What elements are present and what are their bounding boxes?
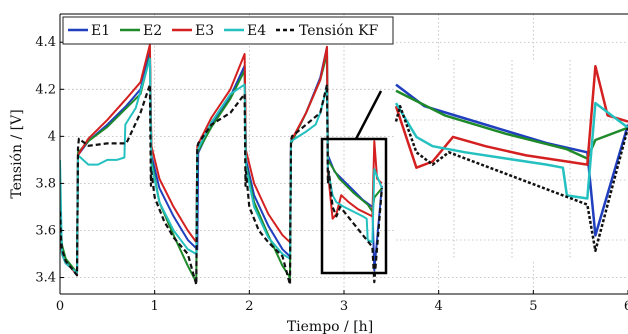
x-ticks: 0 1 2 3 4 5 6 [56, 290, 628, 314]
legend-item-kf: Tensión KF [276, 23, 379, 39]
series-line-e4 [60, 57, 383, 274]
legend-label-kf: Tensión KF [299, 23, 379, 39]
inset-series-line-tensi-n-kf [394, 104, 628, 253]
x-tick-label: 4 [435, 299, 443, 314]
inset-series-line-e4 [394, 101, 628, 200]
x-tick-label: 3 [340, 299, 348, 314]
x-tick-label: 1 [151, 299, 159, 314]
y-tick-label: 3.4 [35, 271, 56, 286]
y-tick-label: 4 [48, 129, 56, 144]
series-group [60, 43, 383, 286]
x-tick-label: 5 [529, 299, 537, 314]
legend: E1 E2 E3 E4 Tensión KF [62, 16, 394, 45]
x-axis-label: Tiempo / [h] [287, 319, 373, 334]
series-line-tensi-n-kf [60, 83, 383, 286]
y-tick-label: 4.2 [35, 82, 56, 97]
legend-label-e1: E1 [91, 23, 110, 39]
x-tick-label: 0 [56, 299, 64, 314]
zoom-selection-box [320, 137, 388, 275]
legend-label-e2: E2 [143, 23, 162, 39]
inset-series-line-e2 [395, 89, 628, 160]
inset-series-line-e3 [394, 64, 628, 169]
x-tick-label: 2 [245, 299, 253, 314]
y-axis-label: Tensión / [V] [9, 109, 25, 198]
y-ticks: 3.4 3.6 3.8 4 4.2 4.4 [35, 35, 64, 286]
legend-item-e1: E1 [68, 23, 110, 39]
x-tick-label: 6 [624, 299, 628, 314]
legend-label-e3: E3 [195, 23, 214, 39]
zoom-connector-line [354, 90, 383, 140]
inset-series-group [394, 64, 628, 253]
inset-zoom [394, 60, 628, 260]
y-tick-label: 4.4 [35, 35, 56, 50]
y-tick-label: 3.6 [35, 223, 56, 238]
legend-item-e3: E3 [172, 23, 214, 39]
y-tick-label: 3.8 [35, 176, 56, 191]
legend-label-e4: E4 [247, 23, 266, 39]
legend-item-e4: E4 [224, 23, 266, 39]
legend-item-e2: E2 [120, 23, 162, 39]
